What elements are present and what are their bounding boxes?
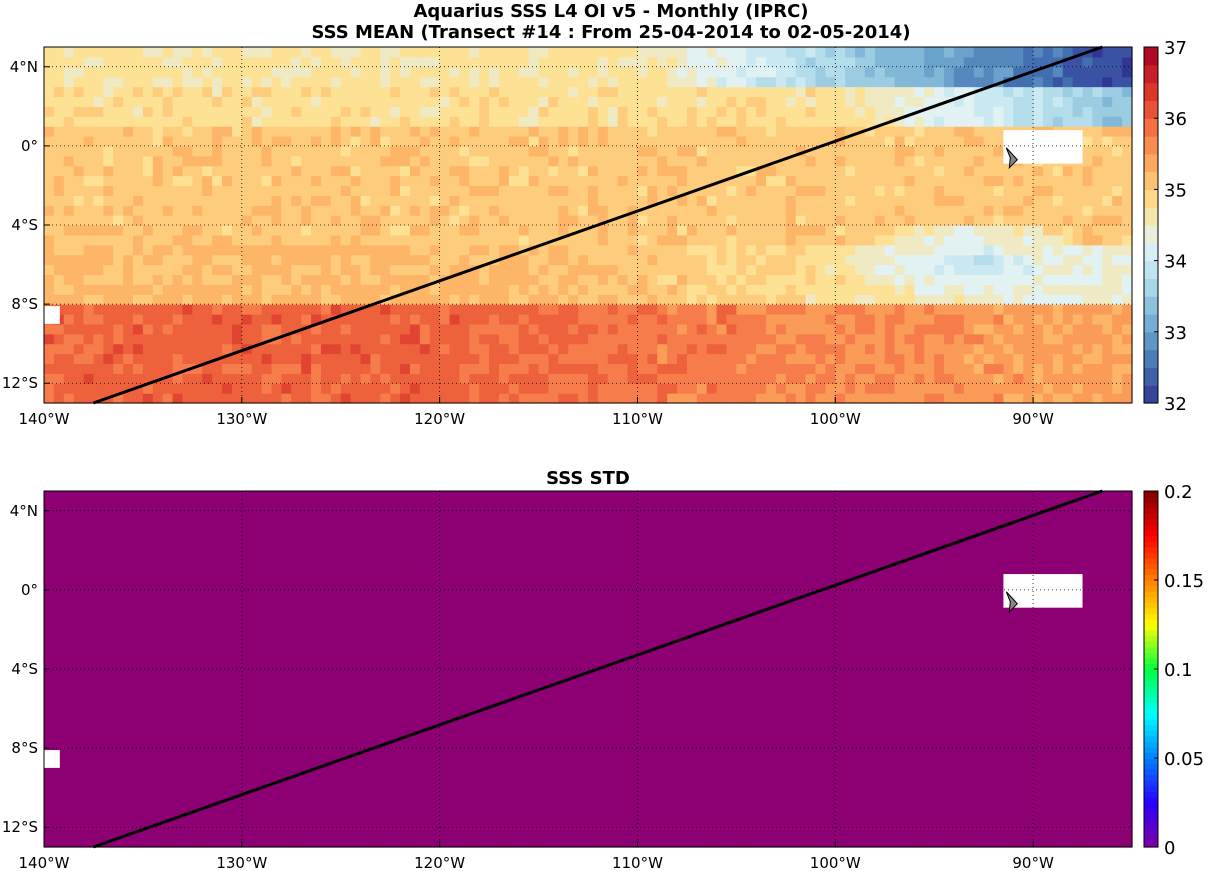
- colorbar-tick-label: 0: [1164, 838, 1175, 859]
- y-tick-label: 8°S: [11, 739, 38, 757]
- missing-data-patch: [1003, 574, 1083, 608]
- colorbar-tick-label: 32: [1164, 394, 1187, 415]
- colorbar-tick-label: 0.05: [1164, 749, 1204, 770]
- missing-data-patch: [1003, 130, 1083, 164]
- colorbar-frame: [1143, 46, 1159, 404]
- y-tick-label: 0°: [21, 137, 38, 155]
- galapagos-islands-marker: [1005, 147, 1019, 170]
- colorbar-tick-label: 33: [1164, 323, 1187, 344]
- y-tick-label: 0°: [21, 581, 38, 599]
- sss-std-colorbar: 0 0.05 0.1 0.15 0.2: [1143, 482, 1204, 859]
- x-tick-label: 110°W: [612, 410, 663, 428]
- colorbar-tick-label: 34: [1164, 252, 1187, 273]
- panel-title: SSS STD: [546, 468, 630, 489]
- y-tick-label: 4°S: [11, 660, 38, 678]
- x-tick-label: 120°W: [414, 410, 465, 428]
- x-tick-label: 100°W: [810, 410, 861, 428]
- y-tick-label: 4°N: [10, 58, 38, 76]
- transect-line: [92, 45, 1103, 405]
- colorbar-tick-label: 0.1: [1164, 660, 1193, 681]
- x-tick-label: 130°W: [216, 854, 267, 871]
- y-tick-label: 12°S: [2, 818, 38, 836]
- galapagos-islands-marker: [1005, 591, 1019, 614]
- x-tick-label: 110°W: [612, 854, 663, 871]
- colorbar-tick-label: 35: [1164, 180, 1187, 201]
- x-tick-label: 130°W: [216, 410, 267, 428]
- x-tick-label: 90°W: [1012, 854, 1054, 871]
- sss-mean-field: [44, 47, 1133, 404]
- missing-data-patch: [44, 750, 60, 768]
- sss-std-field: [44, 491, 1133, 848]
- colorbar-tick-label: 36: [1164, 109, 1187, 130]
- figure-title-line1: Aquarius SSS L4 OI v5 - Monthly (IPRC): [413, 1, 809, 22]
- x-tick-label: 140°W: [19, 854, 70, 871]
- colorbar-tick-label: 37: [1164, 38, 1187, 59]
- sss-mean-colorbar: 32 33 34 35 36 37: [1143, 38, 1187, 415]
- y-tick-label: 12°S: [2, 374, 38, 392]
- x-tick-label: 120°W: [414, 854, 465, 871]
- y-tick-label: 4°S: [11, 216, 38, 234]
- transect-line: [92, 489, 1103, 849]
- x-tick-label: 140°W: [19, 410, 70, 428]
- missing-data-patch: [44, 306, 60, 324]
- sss-mean-map: 140°W 130°W 120°W 110°W 100°W 90°W 4°N 0° 4°S 8°S…: [2, 38, 1187, 428]
- colorbar-tick-label: 0.2: [1164, 482, 1193, 503]
- sss-std-map: 140°W 130°W 120°W 110°W 100°W 90°W 4°N 0° 4°S 8°S…: [2, 468, 1204, 871]
- x-tick-label: 90°W: [1012, 410, 1054, 428]
- colorbar-tick-label: 0.15: [1164, 571, 1204, 592]
- y-tick-label: 4°N: [10, 502, 38, 520]
- x-tick-label: 100°W: [810, 854, 861, 871]
- figure-title-line2: SSS MEAN (Transect #14 : From 25-04-2014…: [311, 22, 911, 43]
- y-tick-label: 8°S: [11, 295, 38, 313]
